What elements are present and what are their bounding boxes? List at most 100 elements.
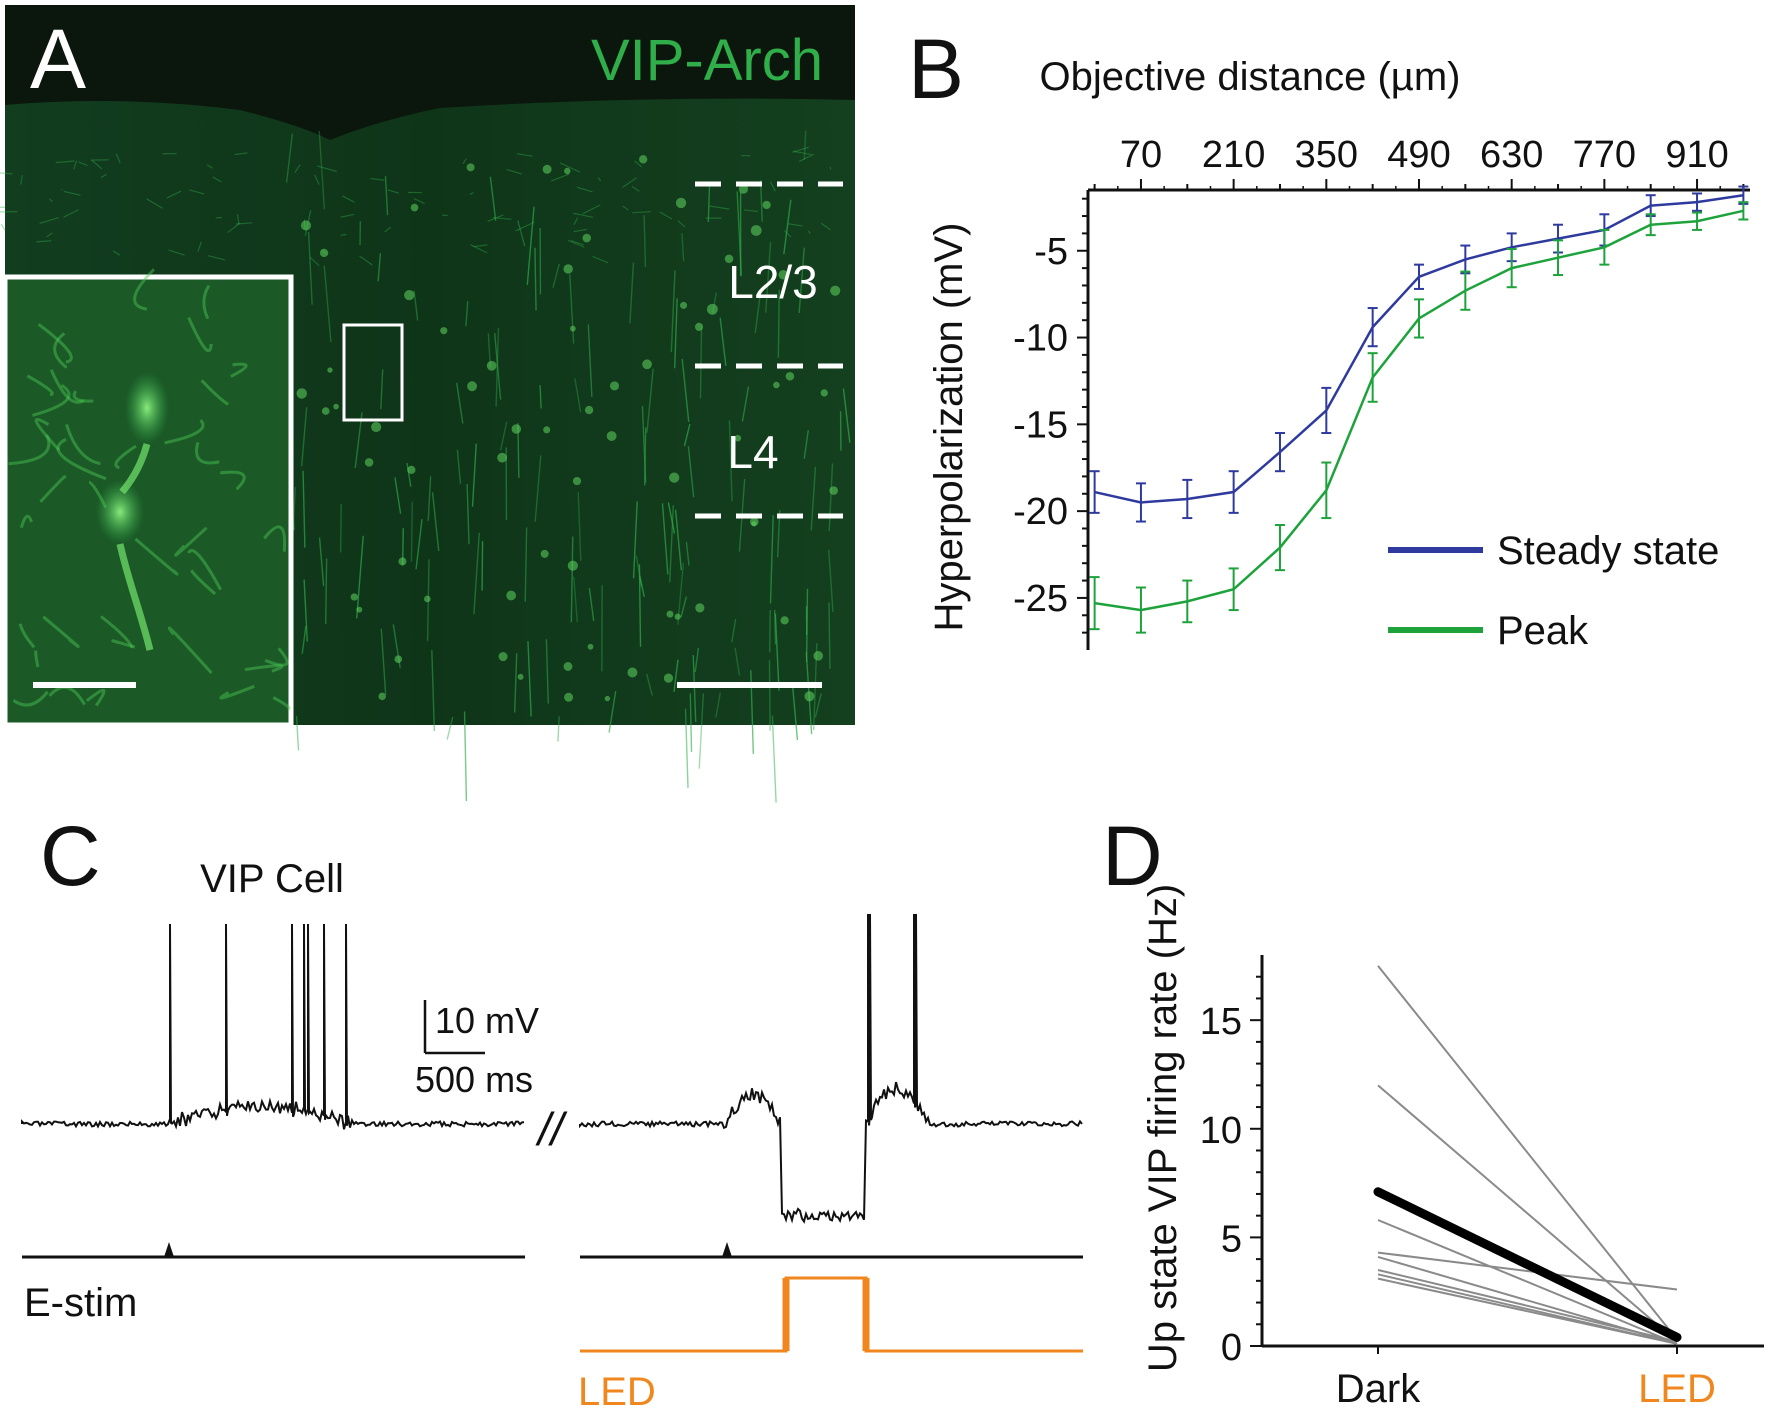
fiber	[431, 650, 436, 732]
error-bar	[1135, 482, 1146, 523]
fiber	[573, 217, 579, 225]
y-tick-label-d: 10	[1200, 1110, 1242, 1152]
fiber	[300, 407, 308, 467]
fiber	[340, 233, 347, 236]
fiber	[588, 588, 595, 622]
inset-fiber	[111, 639, 136, 649]
fiber	[551, 173, 570, 182]
fiber	[384, 226, 392, 233]
error-bar	[1321, 461, 1332, 520]
cell-body	[486, 360, 497, 371]
fiber	[699, 327, 703, 399]
fiber	[55, 160, 75, 164]
fiber	[576, 186, 593, 193]
x-category-label: Dark	[1336, 1367, 1421, 1411]
fiber	[471, 443, 477, 507]
fiber	[774, 613, 780, 691]
fiber	[784, 230, 792, 238]
fiber	[517, 220, 526, 247]
fiber	[570, 239, 584, 246]
fiber	[759, 180, 763, 222]
fiber	[685, 541, 690, 566]
fiber	[526, 206, 535, 286]
inset-fiber	[187, 549, 222, 591]
fiber	[78, 161, 88, 167]
fiber	[783, 199, 792, 255]
cell-body	[606, 431, 617, 441]
fiber	[516, 153, 533, 157]
fiber	[492, 217, 512, 220]
fiber	[455, 382, 464, 424]
cell-body	[669, 472, 680, 483]
error-bar	[1089, 576, 1100, 631]
x-tick-label: 910	[1665, 134, 1728, 176]
cell-body	[627, 667, 638, 678]
fiber	[380, 369, 384, 410]
fiber	[810, 466, 817, 531]
fiber	[309, 256, 320, 267]
cell-body	[572, 476, 582, 486]
cell-body	[364, 458, 374, 467]
fiber	[207, 255, 226, 261]
fiber	[380, 628, 387, 695]
fiber	[36, 240, 52, 243]
fiber	[413, 290, 419, 321]
legend-label-steady: Steady state	[1497, 529, 1719, 573]
fiber	[493, 332, 502, 400]
fiber	[60, 188, 63, 191]
inset-cell-soma-1	[125, 372, 169, 444]
cell-body	[695, 603, 705, 613]
y-axis-title-d: Up state VIP firing rate (Hz)	[1141, 884, 1185, 1372]
fiber	[534, 247, 537, 311]
inset-fiber	[272, 696, 291, 711]
fiber	[828, 602, 831, 669]
fiber	[303, 579, 308, 642]
cell-body	[582, 233, 592, 243]
fiber	[573, 576, 578, 623]
fiber	[577, 492, 582, 561]
cell-body	[506, 590, 517, 601]
fiber	[481, 541, 484, 591]
cell-body	[563, 264, 573, 274]
fiber	[189, 189, 205, 195]
fiber	[466, 484, 470, 545]
fiber	[674, 509, 683, 571]
fiber	[631, 185, 640, 192]
fiber	[828, 549, 834, 613]
cell-body	[398, 557, 407, 566]
fiber	[539, 385, 542, 409]
fiber	[683, 423, 691, 447]
cell-body	[350, 593, 358, 601]
fiber	[694, 647, 700, 673]
cell-body	[609, 381, 620, 391]
cell-body	[785, 371, 795, 381]
cell-body	[750, 225, 762, 236]
cell-body	[604, 695, 611, 702]
fiber	[463, 711, 468, 802]
fiber	[814, 693, 822, 718]
fiber	[20, 174, 23, 185]
fiber	[634, 160, 643, 168]
fiber	[673, 298, 678, 369]
error-bar	[1321, 386, 1332, 435]
fiber	[567, 239, 585, 248]
fiber	[499, 421, 508, 451]
cell-body	[440, 327, 448, 335]
inset-fiber	[202, 284, 211, 320]
fiber	[318, 537, 325, 587]
fiber	[684, 708, 689, 788]
fiber	[687, 446, 695, 498]
fiber	[0, 223, 6, 231]
error-bar	[1367, 307, 1378, 348]
cell-pair-line	[1377, 1251, 1678, 1291]
cell-body	[410, 203, 419, 212]
cell-body	[300, 220, 312, 231]
panel-letter-c: C	[40, 809, 101, 903]
construct-label: VIP-Arch	[591, 28, 823, 93]
inset-fiber	[244, 664, 284, 673]
fiber	[236, 214, 240, 225]
inset-region-box	[342, 323, 404, 422]
fiber	[469, 192, 474, 195]
error-bar	[1692, 211, 1703, 231]
